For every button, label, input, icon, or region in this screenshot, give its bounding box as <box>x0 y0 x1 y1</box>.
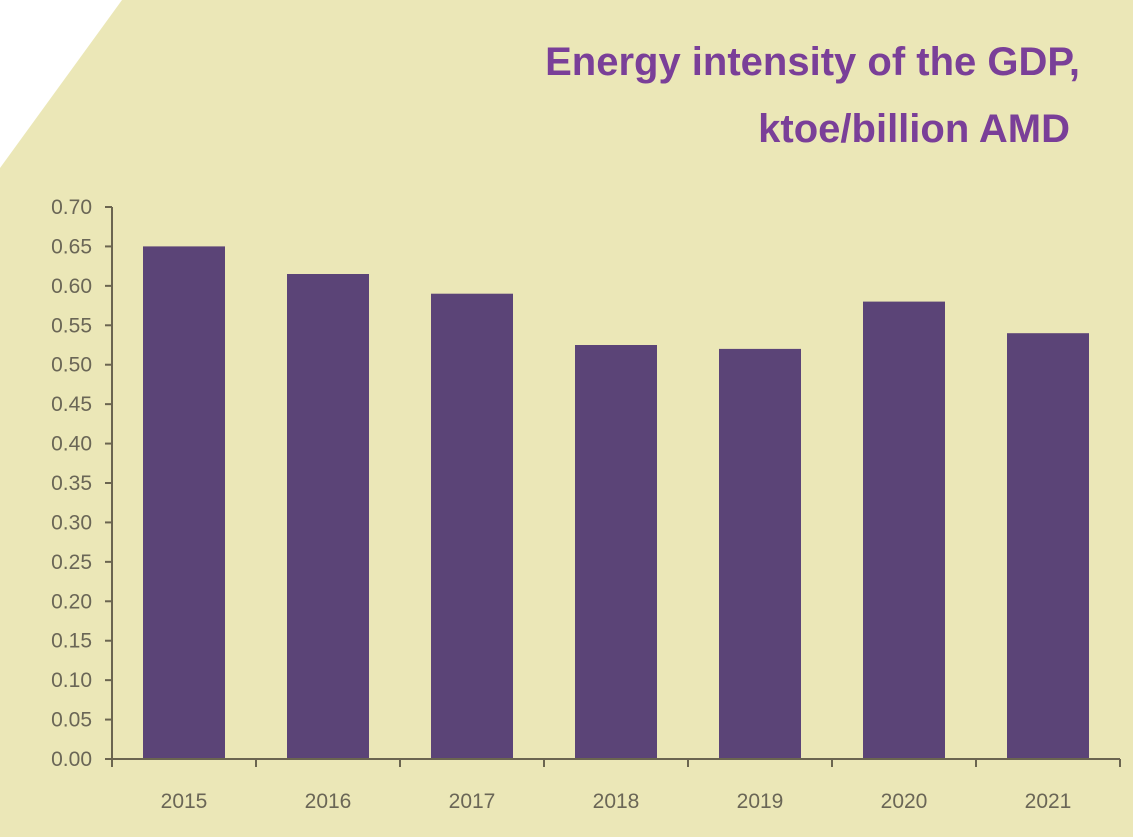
y-tick-label: 0.10 <box>51 669 92 692</box>
y-tick-label: 0.15 <box>51 630 92 653</box>
bar-series <box>143 246 1089 759</box>
x-tick-label: 2015 <box>161 790 208 813</box>
y-tick-label: 0.70 <box>51 196 92 219</box>
y-tick-label: 0.25 <box>51 551 92 574</box>
bar-2016 <box>287 274 369 759</box>
x-tick-label: 2017 <box>449 790 496 813</box>
x-tick-label: 2021 <box>1025 790 1072 813</box>
x-axis: 2015 2016 2017 2018 2019 2020 2021 <box>111 758 1121 813</box>
x-tick-label: 2019 <box>737 790 784 813</box>
y-tick-label: 0.35 <box>51 472 92 495</box>
x-tick-label: 2018 <box>593 790 640 813</box>
bar-2018 <box>575 345 657 759</box>
y-tick-label: 0.50 <box>51 354 92 377</box>
x-tick-label: 2016 <box>305 790 352 813</box>
y-tick-label: 0.45 <box>51 393 92 416</box>
y-tick-label: 0.00 <box>51 748 92 771</box>
bar-2021 <box>1007 333 1089 759</box>
y-tick-label: 0.30 <box>51 511 92 534</box>
chart-title-line-1: Energy intensity of the GDP, <box>545 40 1080 84</box>
y-axis: 0.00 0.05 0.10 0.15 0.20 0.25 0.30 0.35 0.40 0.45… <box>51 196 113 771</box>
y-tick-label: 0.55 <box>51 314 92 337</box>
y-tick-label: 0.05 <box>51 709 92 732</box>
x-tick-label: 2020 <box>881 790 928 813</box>
y-tick-label: 0.40 <box>51 433 92 456</box>
y-tick-label: 0.20 <box>51 590 92 613</box>
bar-2020 <box>863 301 945 759</box>
bar-2017 <box>431 293 513 759</box>
chart-title: Energy intensity of the GDP, ktoe/billio… <box>545 40 1080 151</box>
bar-2015 <box>143 246 225 759</box>
y-tick-label: 0.65 <box>51 235 92 258</box>
chart-title-line-2: ktoe/billion AMD <box>758 107 1070 151</box>
y-tick-label: 0.60 <box>51 275 92 298</box>
bar-2019 <box>719 348 801 759</box>
